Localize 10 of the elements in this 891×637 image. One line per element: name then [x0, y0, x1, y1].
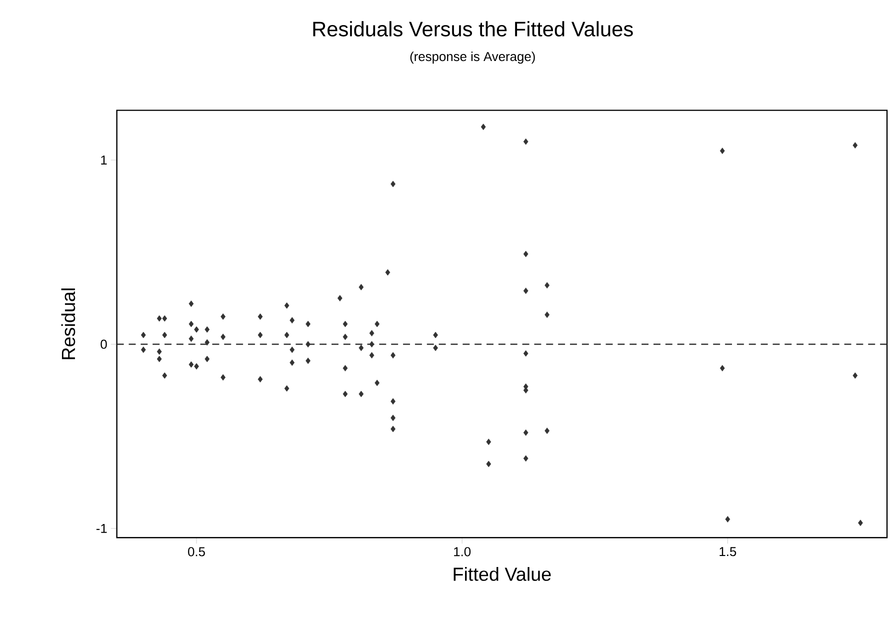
x-tick-label: 1.0 — [454, 547, 471, 556]
chart-title: Residuals Versus the Fitted Values — [313, 21, 633, 36]
x-axis-title: Fitted Value — [454, 567, 551, 581]
x-tick-label: 1.5 — [720, 547, 736, 556]
y-tick-label: -1 — [96, 524, 107, 533]
y-axis-title: Residual — [61, 288, 76, 360]
x-tick-label: 0.5 — [188, 547, 205, 556]
y-tick-label: 1 — [101, 156, 107, 164]
chart-subtitle: (response is Average) — [410, 52, 535, 64]
y-tick-label: 0 — [100, 340, 107, 349]
